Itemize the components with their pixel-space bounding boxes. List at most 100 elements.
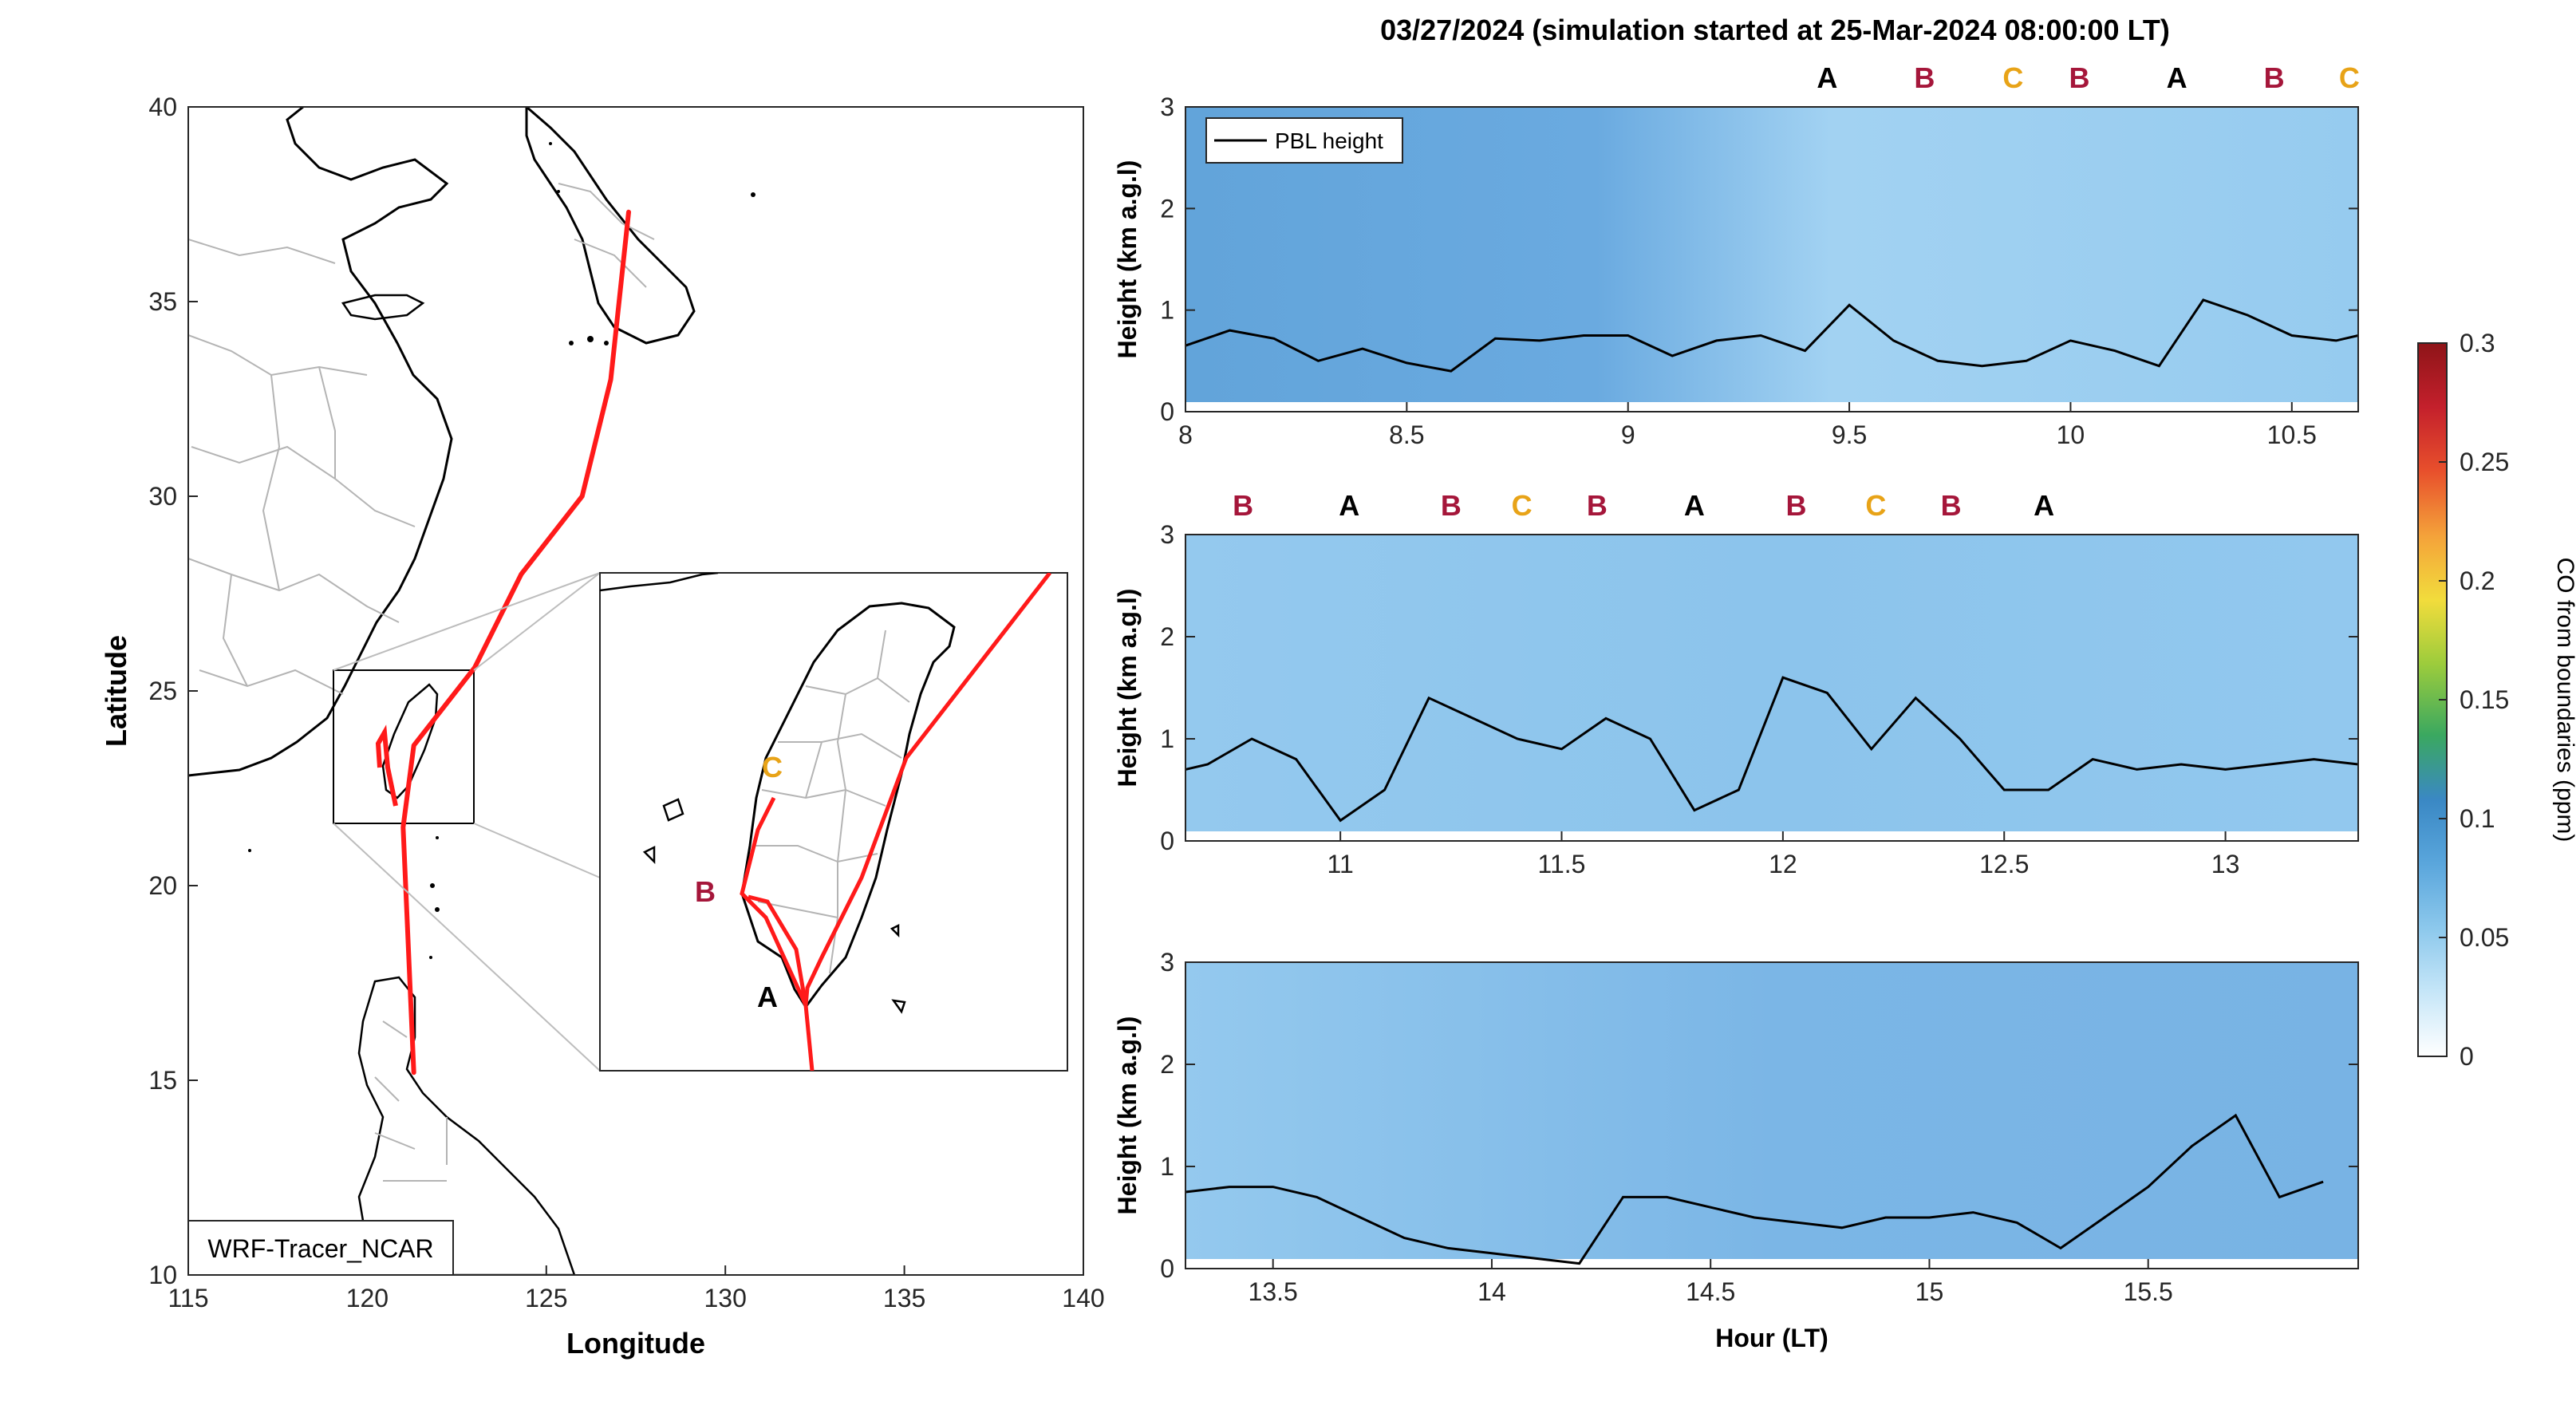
curtain-1-x-ticks: 8 8.5 9 9.5 10 10.5	[1178, 402, 2317, 449]
zoom-connectors	[333, 572, 601, 1072]
pbl-line-1	[1185, 298, 2359, 373]
map-ytick-label: 35	[148, 287, 177, 316]
site-label-a: A	[1684, 489, 1705, 522]
colorbar: 0 0.05 0.1 0.15 0.2 0.25 0.3 CO from boundarie…	[2417, 329, 2576, 1071]
curtain-2-x-ticks: 11 11.5 12 12.5 13	[1327, 831, 2240, 878]
map-ylabel: Latitude	[100, 635, 132, 747]
curtain-2-frame	[1185, 534, 2359, 842]
curtain-2-ylabel: Height (km a.g.l)	[1113, 589, 1142, 787]
curtain-3-background	[1185, 962, 2358, 1259]
colorbar-tick-label: 0.15	[2460, 685, 2509, 714]
map-x-ticks: 115 120 125 130 135 140	[168, 1265, 1105, 1312]
curtain-ytick-label: 3	[1160, 520, 1174, 549]
map-xlabel: Longitude	[566, 1327, 705, 1360]
colorbar-tick-label: 0.25	[2460, 448, 2509, 476]
inset-label-c: C	[762, 751, 783, 783]
site-label-b: B	[1786, 489, 1807, 522]
curtain-2-y-ticks: 0 1 2 3	[1160, 520, 2358, 855]
curtain-ytick-label: 0	[1160, 1254, 1174, 1283]
curtain-xtick-label: 10.5	[2267, 420, 2317, 449]
curtain-xtick-label: 13.5	[1249, 1277, 1298, 1306]
map-ytick-label: 25	[148, 677, 177, 705]
taiwan-inset: A B C	[599, 572, 1068, 1072]
colorbar-tick-label: 0.3	[2460, 329, 2495, 357]
curtain-3-surface-band	[1185, 1259, 2358, 1269]
flight-track-taiwan-branch	[375, 724, 398, 807]
curtain-ytick-label: 0	[1160, 827, 1174, 855]
curtain-xtick-label: 8	[1178, 420, 1193, 449]
curtain-panel-1: 8 8.5 9 9.5 10 10.5 0 1 2 3 A B C B A B C Height (km a…	[1113, 61, 2360, 449]
colorbar-tick-label: 0.05	[2460, 923, 2509, 952]
site-label-a: A	[2167, 61, 2187, 94]
curtain-1-frame	[1185, 106, 2359, 412]
pbl-legend: PBL height	[1205, 117, 1403, 164]
site-label-c: C	[1512, 489, 1533, 522]
curtain-3-x-ticks: 13.5 14 14.5 15 15.5	[1249, 1259, 2173, 1306]
curtain-xtick-label: 9	[1621, 420, 1635, 449]
curtain-ytick-label: 0	[1160, 397, 1174, 426]
curtain-xtick-label: 11.5	[1538, 850, 1586, 878]
curtain-ytick-label: 3	[1160, 93, 1174, 121]
inset-label-a: A	[757, 981, 778, 1013]
map-ytick-label: 10	[148, 1261, 177, 1289]
province-borders	[188, 183, 655, 1182]
map-ytick-label: 30	[148, 482, 177, 511]
curtain-3-ylabel: Height (km a.g.l)	[1113, 1016, 1142, 1215]
map-xtick-label: 120	[346, 1284, 389, 1312]
inset-flight-track-branch	[740, 796, 808, 1007]
curtain-xtick-label: 9.5	[1832, 420, 1867, 449]
curtain-xtick-label: 15.5	[2124, 1277, 2173, 1306]
flight-track	[400, 209, 631, 1076]
map-panel: 115 120 125 130 135 140 10 15 20 25 30 35 40 Longit…	[100, 93, 1105, 1360]
site-label-b: B	[1914, 61, 1935, 94]
colorbar-tick-label: 0.1	[2460, 804, 2495, 833]
site-label-a: A	[1817, 61, 1837, 94]
curtain-ytick-label: 3	[1160, 948, 1174, 977]
curtain-3-frame	[1185, 961, 2359, 1269]
curtain-xtick-label: 14.5	[1686, 1277, 1735, 1306]
pbl-line-3	[1185, 1113, 2324, 1265]
curtain-xtick-label: 15	[1915, 1277, 1944, 1306]
colorbar-ticks: 0 0.05 0.1 0.15 0.2 0.25 0.3	[2439, 329, 2509, 1071]
site-label-a: A	[2034, 489, 2054, 522]
curtain-1-y-ticks: 0 1 2 3	[1160, 93, 2358, 426]
curtain-ytick-label: 1	[1160, 1152, 1174, 1181]
curtain-xtick-label: 12.5	[1979, 850, 2029, 878]
inset-islands	[642, 798, 906, 1014]
map-y-ticks: 10 15 20 25 30 35 40	[148, 93, 198, 1289]
map-xtick-label: 130	[704, 1284, 747, 1312]
curtain-xtick-label: 10	[2057, 420, 2085, 449]
curtain-1-surface-band	[1185, 402, 2358, 412]
taiwan-island	[381, 683, 439, 799]
curtain-ytick-label: 2	[1160, 1050, 1174, 1079]
map-xtick-label: 140	[1062, 1284, 1104, 1312]
curtain-ytick-label: 2	[1160, 622, 1174, 651]
site-label-b: B	[1233, 489, 1253, 522]
curtain-1-ylabel: Height (km a.g.l)	[1113, 160, 1142, 359]
curtain-xtick-label: 13	[2211, 850, 2240, 878]
curtain-ytick-label: 2	[1160, 194, 1174, 223]
site-label-c: C	[2002, 61, 2023, 94]
curtain-2-surface-band	[1185, 831, 2358, 841]
inset-label-b: B	[695, 875, 716, 908]
colorbar-label: CO from boundaries (ppm)	[2552, 558, 2576, 843]
china-coastline	[188, 107, 453, 777]
korea-coastline	[525, 107, 696, 345]
map-xtick-label: 115	[168, 1284, 208, 1312]
site-label-c: C	[1865, 489, 1886, 522]
model-label: WRF-Tracer_NCAR	[207, 1234, 433, 1263]
figure-title: 03/27/2024 (simulation started at 25-Mar…	[1380, 14, 2170, 46]
curtain-xtick-label: 14	[1477, 1277, 1506, 1306]
curtain-ytick-label: 1	[1160, 724, 1174, 753]
site-label-c: C	[2339, 61, 2360, 94]
model-label-box	[187, 1220, 454, 1276]
pbl-line-2	[1185, 676, 2359, 823]
colorbar-tick-label: 0	[2460, 1042, 2474, 1071]
site-label-b: B	[1587, 489, 1608, 522]
curtain-xlabel: Hour (LT)	[1715, 1324, 1828, 1352]
small-islands	[248, 142, 755, 959]
map-xtick-label: 125	[525, 1284, 567, 1312]
